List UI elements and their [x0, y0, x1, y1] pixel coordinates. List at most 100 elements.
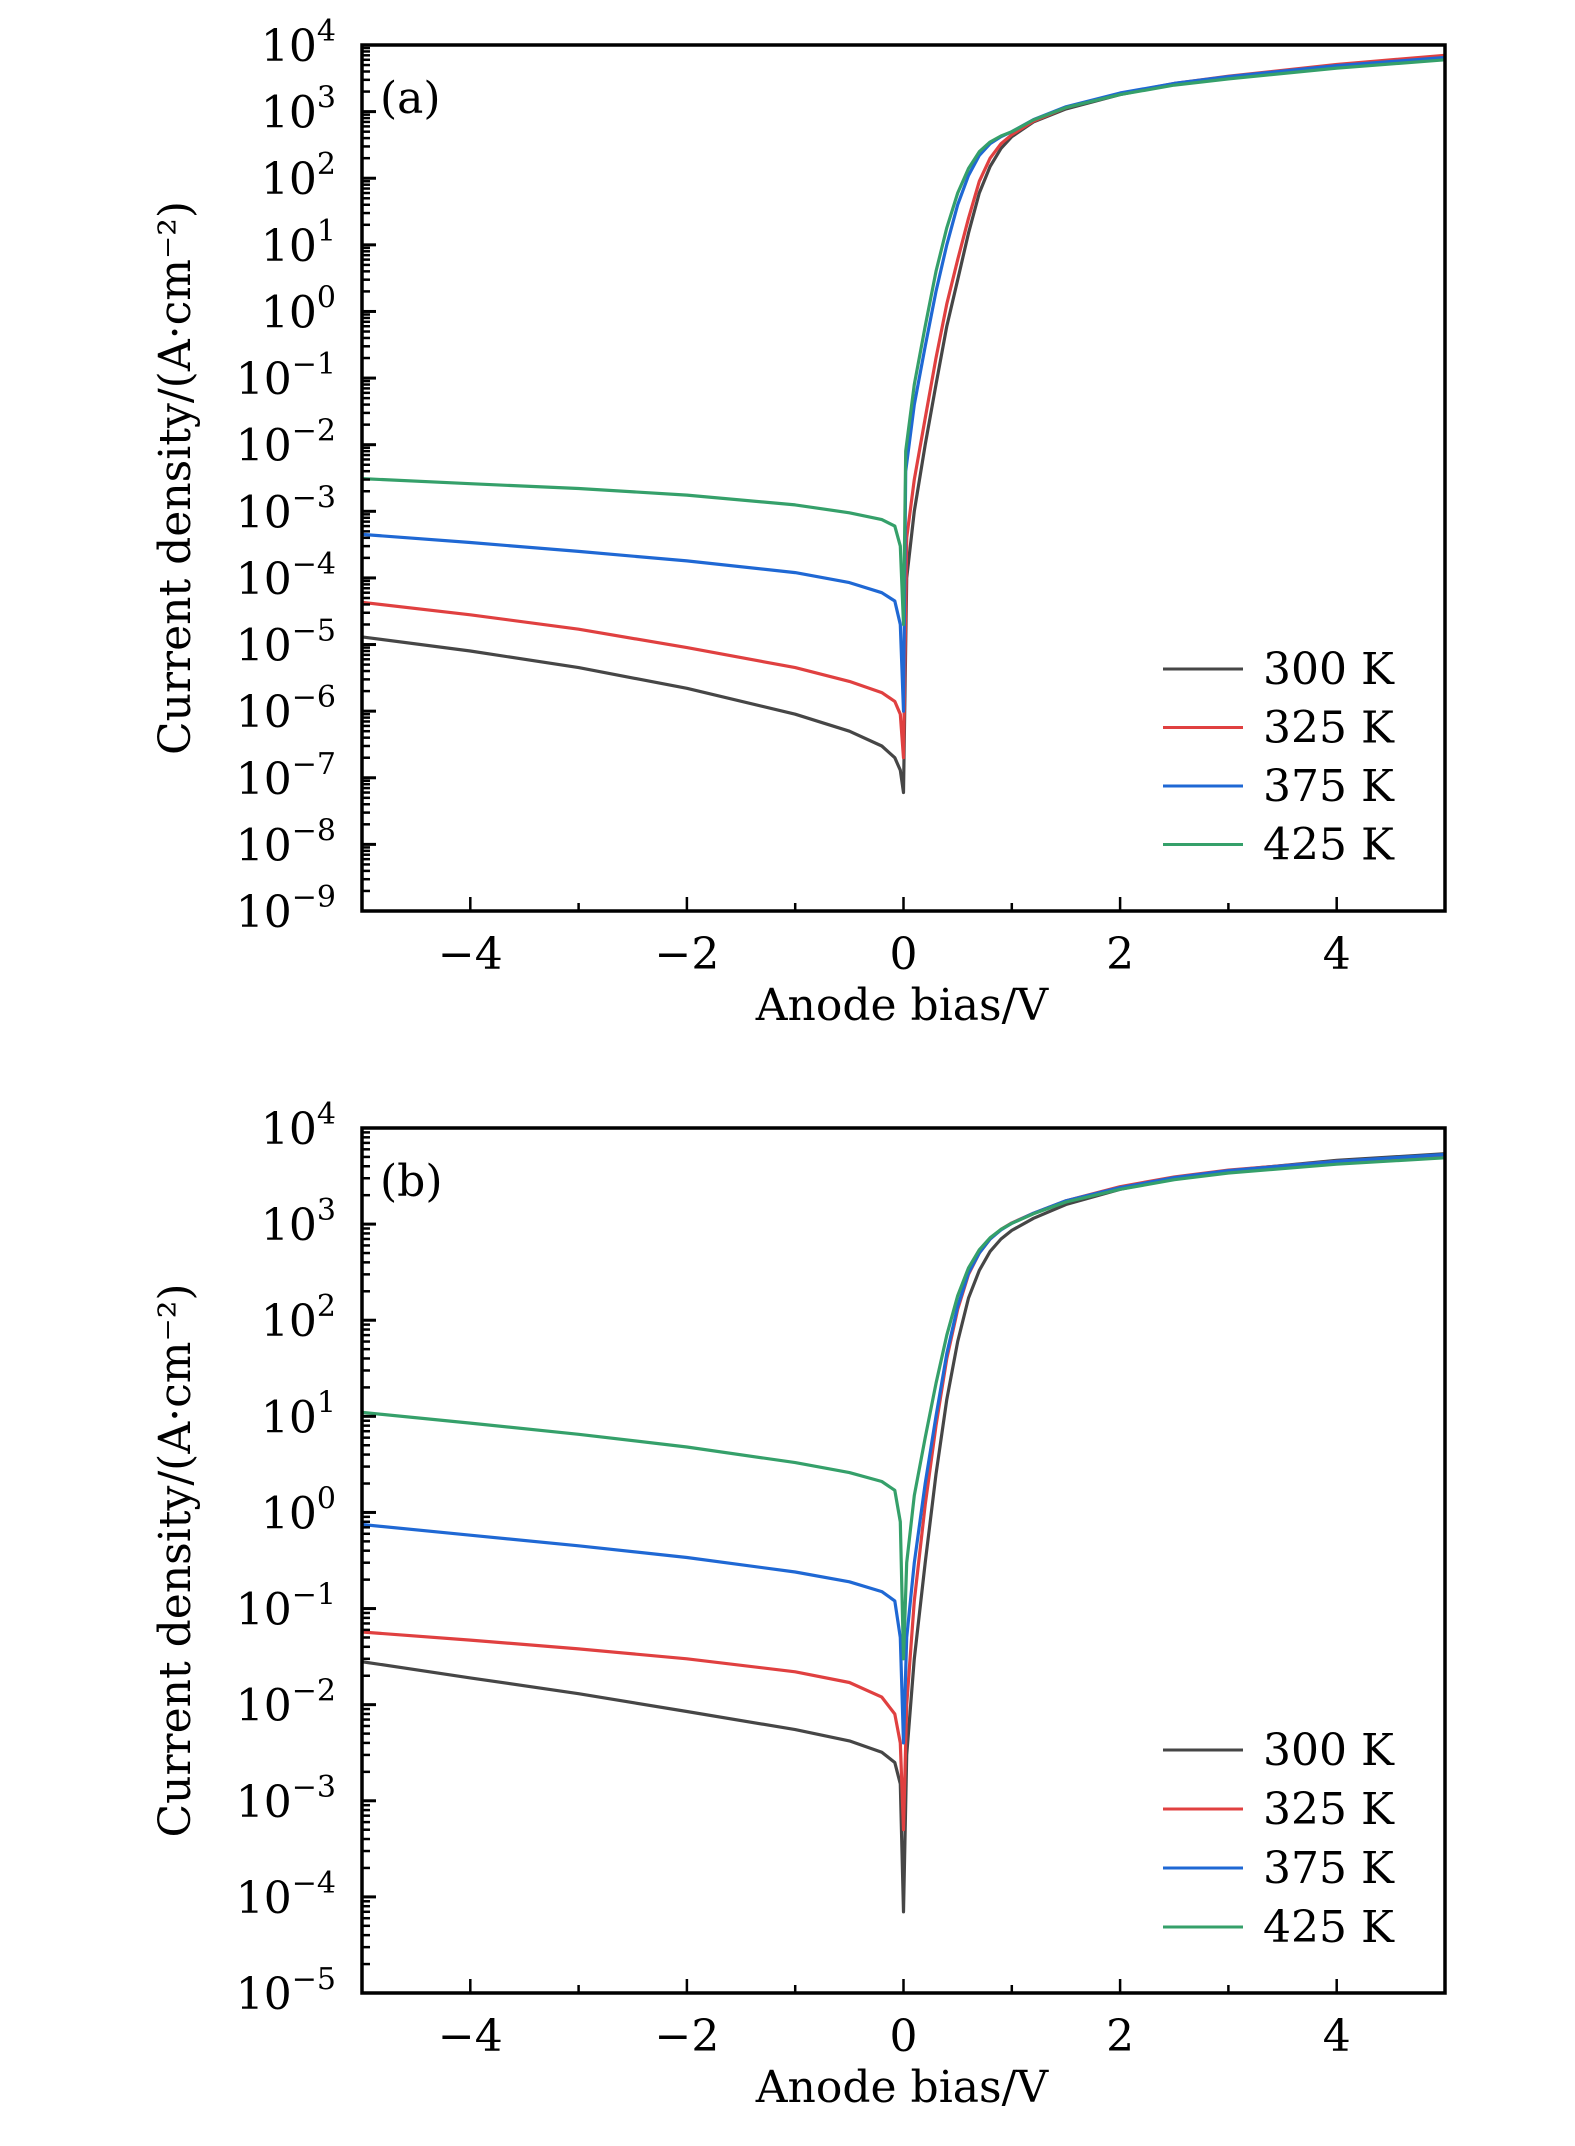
x-tick-label: 2: [1106, 929, 1134, 980]
y-tick-exponent: −7: [292, 747, 336, 782]
y-tick-base: 10: [261, 1392, 317, 1443]
x-tick-label: −4: [438, 2011, 503, 2062]
y-tick-label: 104: [261, 1097, 336, 1155]
y-tick-base: 10: [236, 1969, 292, 2020]
y-tick-exponent: −2: [292, 414, 336, 449]
y-tick-exponent: 4: [317, 1097, 336, 1132]
x-tick-label: −4: [438, 929, 503, 980]
y-tick-base: 10: [236, 754, 292, 805]
y-tick-label: 10−7: [236, 747, 336, 805]
y-tick-label: 10−2: [236, 1674, 336, 1732]
y-tick-exponent: −1: [292, 347, 336, 382]
y-tick-label: 101: [261, 214, 336, 272]
y-tick-exponent: 3: [317, 81, 336, 116]
y-tick-label: 10−4: [236, 547, 336, 605]
y-tick-base: 10: [236, 887, 292, 938]
y-tick-exponent: 4: [317, 14, 336, 49]
legend-label: 375 K: [1263, 1843, 1395, 1894]
y-tick-label: 102: [261, 1289, 336, 1347]
y-tick-base: 10: [236, 1681, 292, 1732]
y-axis-label: Current density/(A·cm⁻²): [150, 201, 201, 755]
y-tick-exponent: −1: [292, 1578, 336, 1613]
y-tick-exponent: 3: [317, 1193, 336, 1228]
y-tick-exponent: 1: [317, 1385, 336, 1420]
series-line-425k: [362, 1156, 1445, 1661]
x-axis-label: Anode bias/V: [755, 980, 1050, 1031]
y-tick-label: 102: [261, 147, 336, 205]
panel-label: (a): [380, 73, 441, 124]
y-tick-base: 10: [236, 820, 292, 871]
x-tick-label: 0: [890, 2011, 918, 2062]
y-tick-exponent: −9: [292, 880, 336, 915]
y-tick-label: 10−2: [236, 414, 336, 472]
y-tick-exponent: −5: [292, 1962, 336, 1997]
legend-label: 375 K: [1263, 761, 1395, 812]
y-tick-exponent: −6: [292, 680, 336, 715]
y-tick-label: 104: [261, 14, 336, 72]
y-tick-base: 10: [261, 1200, 317, 1251]
y-tick-exponent: 2: [317, 1289, 336, 1324]
panel-label: (b): [380, 1156, 443, 1207]
y-tick-base: 10: [261, 1104, 317, 1155]
x-tick-label: 2: [1106, 2011, 1134, 2062]
y-tick-base: 10: [236, 1777, 292, 1828]
y-tick-label: 100: [261, 280, 336, 338]
y-tick-base: 10: [236, 554, 292, 605]
y-tick-base: 10: [261, 287, 317, 338]
y-tick-base: 10: [236, 621, 292, 672]
y-tick-exponent: −3: [292, 480, 336, 515]
y-tick-exponent: −5: [292, 614, 336, 649]
y-tick-exponent: −2: [292, 1674, 336, 1709]
series-group: [362, 1152, 1445, 1914]
legend-label: 325 K: [1263, 1784, 1395, 1835]
y-tick-label: 10−4: [236, 1866, 336, 1924]
legend: 300 K 325 K 375 K 425 K: [1163, 644, 1395, 871]
legend-label: 425 K: [1263, 1902, 1395, 1953]
y-tick-base: 10: [261, 1296, 317, 1347]
y-tick-label: 103: [261, 1193, 336, 1251]
y-tick-base: 10: [261, 154, 317, 205]
y-tick-label: 10−5: [236, 614, 336, 672]
y-axis-label: Current density/(A·cm⁻²): [150, 1284, 201, 1838]
y-tick-label: 10−8: [236, 813, 336, 871]
legend-label: 325 K: [1263, 703, 1395, 754]
y-tick-base: 10: [236, 1873, 292, 1924]
x-tick-label: −2: [654, 2011, 719, 2062]
y-tick-exponent: −3: [292, 1770, 336, 1805]
y-tick-label: 100: [261, 1481, 336, 1539]
x-tick-label: 4: [1323, 929, 1351, 980]
legend-label: 300 K: [1263, 644, 1395, 695]
y-tick-base: 10: [261, 88, 317, 139]
y-tick-label: 101: [261, 1385, 336, 1443]
legend-label: 300 K: [1263, 1725, 1395, 1776]
y-tick-label: 10−3: [236, 1770, 336, 1828]
y-tick-label: 10−9: [236, 880, 336, 938]
y-tick-base: 10: [236, 487, 292, 538]
y-tick-label: 10−5: [236, 1962, 336, 2020]
y-tick-base: 10: [236, 421, 292, 472]
x-axis-label: Anode bias/V: [755, 2062, 1050, 2113]
legend: 300 K 325 K 375 K 425 K: [1163, 1725, 1395, 1953]
y-tick-base: 10: [236, 1585, 292, 1636]
y-tick-exponent: −4: [292, 547, 336, 582]
series-line-425k: [362, 58, 1445, 627]
y-tick-base: 10: [261, 1488, 317, 1539]
y-tick-label: 10−1: [236, 1578, 336, 1636]
legend-label: 425 K: [1263, 820, 1395, 871]
x-tick-label: 0: [890, 929, 918, 980]
y-tick-base: 10: [236, 354, 292, 405]
y-tick-exponent: −8: [292, 813, 336, 848]
y-tick-base: 10: [236, 687, 292, 738]
y-tick-base: 10: [261, 21, 317, 72]
y-tick-label: 10−3: [236, 480, 336, 538]
y-tick-base: 10: [261, 221, 317, 272]
panel-a: 10410310210110010−110−210−310−410−510−61…: [150, 14, 1447, 1031]
y-tick-label: 10−6: [236, 680, 336, 738]
y-tick-exponent: 0: [317, 280, 336, 315]
y-tick-exponent: 2: [317, 147, 336, 182]
y-tick-exponent: 0: [317, 1481, 336, 1516]
x-tick-label: 4: [1323, 2011, 1351, 2062]
x-tick-label: −2: [654, 929, 719, 980]
